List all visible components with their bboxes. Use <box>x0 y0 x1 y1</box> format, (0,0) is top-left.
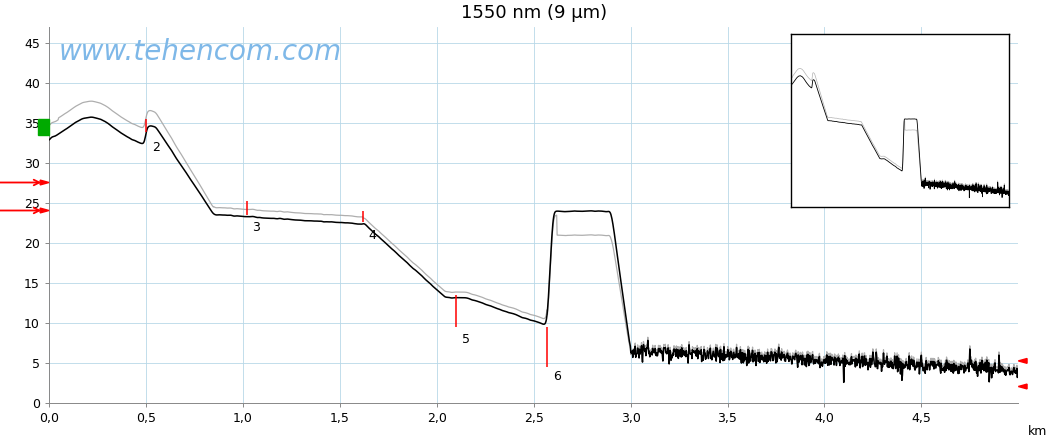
Text: 3: 3 <box>252 220 260 234</box>
Bar <box>38 118 49 135</box>
Polygon shape <box>1018 359 1027 363</box>
Polygon shape <box>40 180 49 185</box>
Text: 5: 5 <box>462 333 470 345</box>
Text: 4: 4 <box>369 228 377 242</box>
Text: km: km <box>1028 425 1048 438</box>
Title: 1550 nm (9 µm): 1550 nm (9 µm) <box>461 4 607 22</box>
Text: 6: 6 <box>553 370 561 383</box>
Text: www.tehencom.com: www.tehencom.com <box>59 38 341 66</box>
Polygon shape <box>40 208 49 213</box>
Polygon shape <box>1018 384 1027 389</box>
Text: 2: 2 <box>151 140 160 154</box>
